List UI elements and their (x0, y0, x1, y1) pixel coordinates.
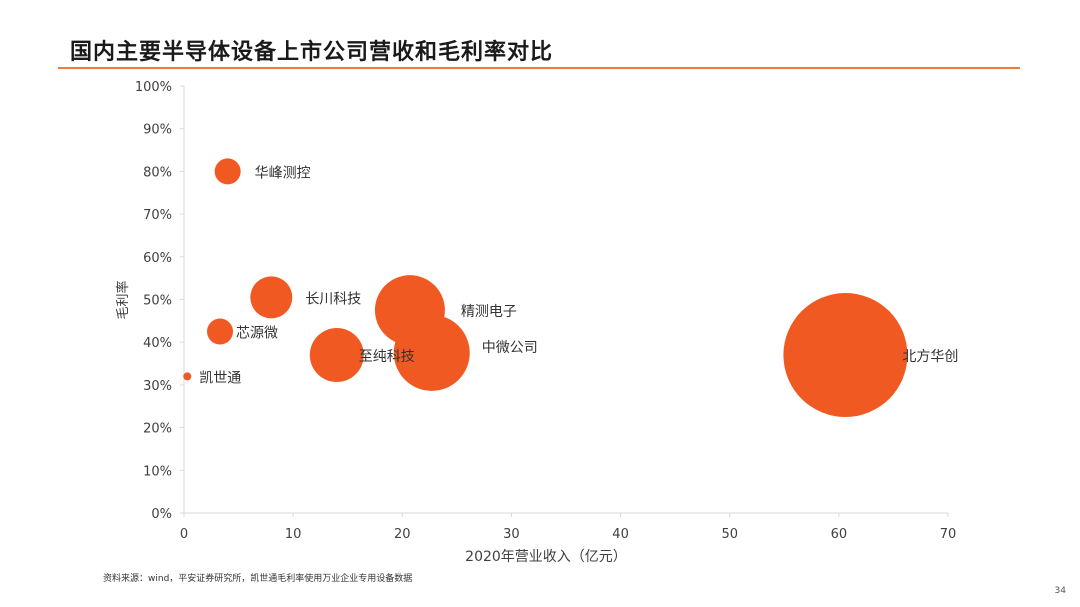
bubble-label: 北方华创 (902, 349, 958, 365)
bubble-point (250, 276, 293, 319)
x-tick-label: 40 (612, 527, 629, 542)
x-tick-label: 10 (285, 527, 302, 542)
bubble-point (214, 158, 241, 185)
page-number: 34 (1054, 586, 1066, 596)
y-tick-label: 70% (143, 208, 172, 223)
y-tick-label: 0% (151, 507, 172, 522)
bubble-label: 华峰测控 (255, 165, 311, 181)
x-axis-title: 2020年营业收入（亿元） (465, 549, 627, 565)
bubble-label: 中微公司 (482, 340, 538, 356)
y-tick-label: 50% (143, 294, 172, 309)
y-tick-label: 100% (135, 80, 172, 95)
y-tick-label: 90% (143, 123, 172, 138)
bubbles (183, 158, 908, 418)
x-tick-label: 0 (180, 527, 188, 542)
y-tick-label: 30% (143, 379, 172, 394)
x-tick-label: 50 (721, 527, 738, 542)
bubble-label: 至纯科技 (359, 349, 415, 365)
bubble-point (183, 372, 192, 381)
x-tick-label: 20 (394, 527, 411, 542)
bubble-point (207, 318, 234, 345)
bubble-point (309, 328, 364, 383)
y-tick-label: 60% (143, 251, 172, 266)
bubble-point (783, 293, 908, 418)
source-note: 资料来源：wind，平安证券研究所，凯世通毛利率使用万业企业专用设备数据 (103, 574, 413, 584)
axes: 0% 10% 20% 30% 40% 50% 60% 70% 80% 90% 100% 0 10 20 30… (135, 80, 956, 542)
x-tick-label: 70 (940, 527, 957, 542)
slide-title: 国内主要半导体设备上市公司营收和毛利率对比 (70, 40, 554, 65)
bubble-label: 长川科技 (305, 291, 361, 307)
bubble-point (393, 314, 470, 391)
y-tick-label: 80% (143, 165, 172, 180)
y-tick-label: 10% (143, 464, 172, 479)
y-tick-label: 40% (143, 336, 172, 351)
y-tick-label: 20% (143, 422, 172, 437)
y-axis-title: 毛利率 (115, 280, 131, 319)
title-divider (58, 67, 1020, 69)
x-tick-label: 30 (503, 527, 520, 542)
bubble-label: 精测电子 (461, 304, 517, 320)
bubble-label: 凯世通 (199, 370, 241, 386)
bubble-label: 芯源微 (236, 326, 278, 342)
x-tick-label: 60 (831, 527, 848, 542)
